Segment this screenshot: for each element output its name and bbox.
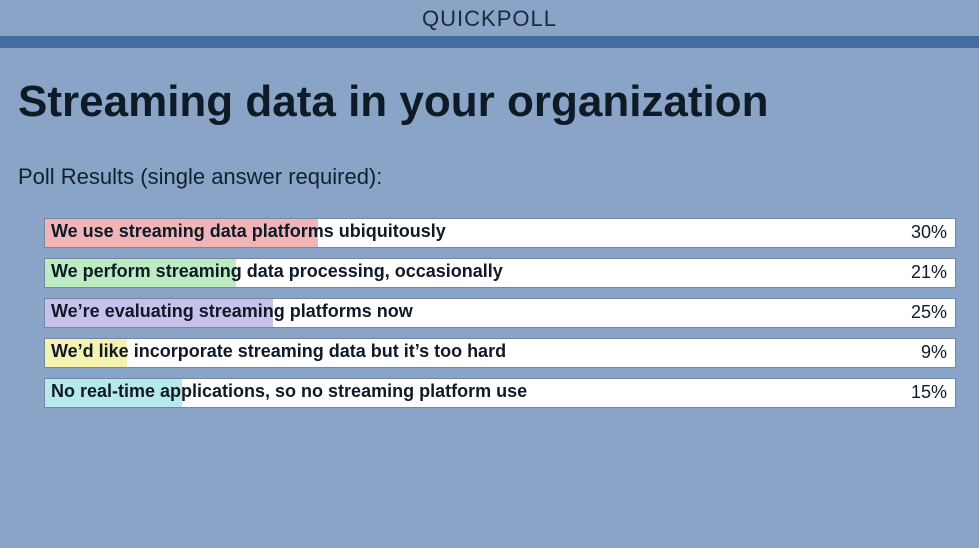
poll-option-label: We use streaming data platforms ubiquito… xyxy=(51,221,446,242)
poll-option-label: We perform streaming data processing, oc… xyxy=(51,261,503,282)
poll-bars: We use streaming data platforms ubiquito… xyxy=(44,218,956,408)
poll-option-label: No real-time applications, so no streami… xyxy=(51,381,527,402)
poll-option-percent: 9% xyxy=(921,342,947,363)
poll-option-row: No real-time applications, so no streami… xyxy=(44,378,956,408)
poll-option-row: We’re evaluating streaming platforms now… xyxy=(44,298,956,328)
header-brand: QUICKPOLL xyxy=(0,0,979,36)
poll-subtitle: Poll Results (single answer required): xyxy=(18,164,961,190)
poll-option-label: We’d like incorporate streaming data but… xyxy=(51,341,506,362)
poll-option-label: We’re evaluating streaming platforms now xyxy=(51,301,413,322)
poll-option-percent: 15% xyxy=(911,382,947,403)
poll-option-row: We’d like incorporate streaming data but… xyxy=(44,338,956,368)
poll-option-percent: 30% xyxy=(911,222,947,243)
poll-option-row: We use streaming data platforms ubiquito… xyxy=(44,218,956,248)
content-area: Streaming data in your organization Poll… xyxy=(0,48,979,408)
poll-title: Streaming data in your organization xyxy=(18,78,961,126)
poll-option-percent: 21% xyxy=(911,262,947,283)
header-accent-bar xyxy=(0,36,979,48)
poll-option-row: We perform streaming data processing, oc… xyxy=(44,258,956,288)
poll-option-percent: 25% xyxy=(911,302,947,323)
